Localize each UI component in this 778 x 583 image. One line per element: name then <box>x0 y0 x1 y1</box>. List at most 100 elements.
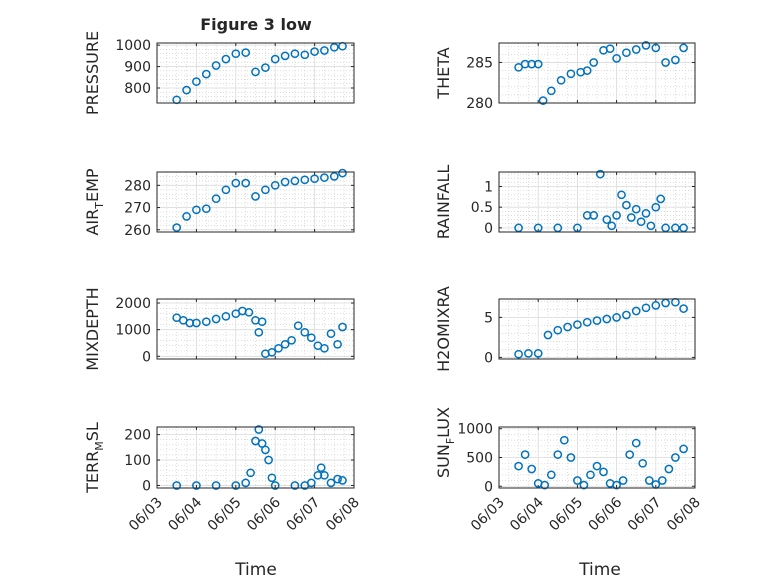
x-axis-label-left: Time <box>234 560 277 580</box>
y-tick-label: 280 <box>466 96 493 112</box>
y-tick-label: 800 <box>124 81 151 97</box>
y-tick-label: 0 <box>484 350 493 366</box>
data-point <box>657 476 667 485</box>
data-point <box>622 48 631 58</box>
data-point <box>293 321 303 331</box>
data-point <box>592 316 602 325</box>
x-tick-label: 06/08 <box>323 495 363 535</box>
data-point <box>231 49 241 59</box>
y-tick-label: 100 <box>124 453 151 469</box>
data-point <box>306 333 316 343</box>
data-point <box>622 310 631 320</box>
data-point <box>636 217 646 227</box>
data-point <box>533 349 543 358</box>
data-point <box>671 223 680 233</box>
data-point <box>211 481 221 490</box>
x-tick-label: 06/06 <box>586 494 626 534</box>
data-point <box>664 464 674 474</box>
x-tick-label: 06/07 <box>625 495 665 535</box>
data-point <box>514 349 523 359</box>
data-point <box>267 473 277 483</box>
data-point <box>656 194 666 204</box>
y-axis-label: PRESSURE <box>83 31 102 115</box>
data-point <box>320 173 329 182</box>
data-point <box>287 335 296 345</box>
y-tick-label: 1000 <box>115 323 151 339</box>
y-tick-label: 1000 <box>115 38 151 54</box>
data-point <box>254 327 264 337</box>
data-point <box>320 343 329 353</box>
data-point <box>300 327 310 337</box>
axes-box <box>498 42 696 104</box>
data-point <box>631 438 641 448</box>
data-point <box>607 221 617 231</box>
axes-box <box>156 426 355 489</box>
subplot-h2omixra: 0 5 H2OMIXRA <box>434 286 696 372</box>
data-point <box>543 330 553 340</box>
data-point <box>261 185 270 195</box>
y-tick-label: 0 <box>484 479 493 495</box>
data-point <box>231 178 241 188</box>
x-tick-label: 06/05 <box>546 495 586 535</box>
data-point <box>641 303 651 313</box>
data-point <box>320 46 329 55</box>
subplot-sun-flux: 0 500 1000 06/03 06/04 06/05 06/06 06/07 06/08 SU… <box>434 407 704 534</box>
data-point <box>527 464 537 474</box>
data-point <box>338 168 347 178</box>
data-point <box>251 67 260 77</box>
data-point <box>201 317 211 327</box>
y-tick-label: 270 <box>124 201 151 217</box>
data-point <box>566 69 576 79</box>
data-point <box>338 322 347 332</box>
data-point <box>546 86 556 96</box>
data-point <box>592 461 602 471</box>
axes-box <box>498 426 696 489</box>
data-point <box>625 450 635 459</box>
data-point <box>329 42 339 52</box>
axes-box <box>156 171 355 233</box>
data-point <box>651 43 661 53</box>
x-tick-label: 06/03 <box>468 495 508 535</box>
data-point <box>641 41 651 50</box>
y-tick-label: 285 <box>466 55 493 71</box>
data-point <box>221 185 231 195</box>
data-point <box>231 481 241 490</box>
axes-box <box>156 42 355 104</box>
y-tick-label: 0 <box>142 349 151 365</box>
data-point <box>671 453 680 462</box>
data-point <box>254 425 264 434</box>
data-point <box>559 435 569 445</box>
y-tick-label: 280 <box>124 178 151 194</box>
x-tick-label: 06/04 <box>165 494 205 534</box>
data-point <box>326 329 336 339</box>
y-axis-label: SUNFLUX <box>434 407 457 478</box>
data-point <box>524 349 533 358</box>
data-point <box>579 480 589 490</box>
data-point <box>241 178 251 188</box>
data-point <box>257 317 267 327</box>
data-point <box>589 211 599 220</box>
data-point <box>280 177 290 187</box>
data-point <box>192 481 201 490</box>
y-tick-label: 2000 <box>115 296 151 312</box>
y-tick-label: 1 <box>484 179 493 195</box>
axes-box <box>498 171 696 233</box>
subplot-terr-msl: 0 100 200 06/03 06/04 06/05 06/06 06/07 06/08 TER… <box>83 422 363 534</box>
data-point <box>553 450 563 459</box>
data-point <box>582 66 592 75</box>
data-point <box>280 339 290 349</box>
data-point <box>638 458 648 468</box>
data-point <box>211 61 221 70</box>
data-point <box>651 202 661 212</box>
data-point <box>514 461 523 471</box>
subplot-theta: 280 285 THETA <box>434 41 696 112</box>
data-point <box>586 470 595 480</box>
data-point <box>631 45 641 54</box>
data-point <box>241 478 251 488</box>
data-point <box>612 211 621 220</box>
data-point <box>333 339 342 349</box>
subplot-rainfall: 0 0.5 1 RAINFALL <box>434 165 696 239</box>
data-point <box>280 51 290 61</box>
